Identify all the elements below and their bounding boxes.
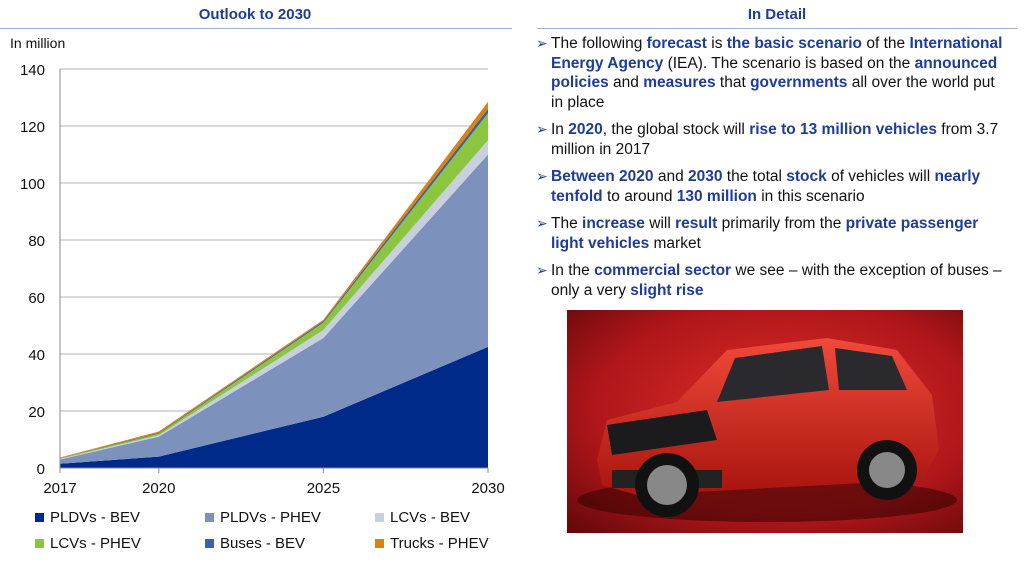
y-tick-label: 20: [28, 404, 45, 421]
bullet-text: that: [715, 74, 751, 91]
legend-swatch: [375, 513, 384, 522]
legend-item: Buses - BEV: [205, 535, 305, 552]
bullet-text: primarily from the: [717, 215, 846, 232]
y-tick-label: 140: [20, 62, 45, 79]
bullet-text: will: [644, 215, 676, 232]
detail-bullets: ➢ The following forecast is the basic sce…: [536, 34, 1006, 308]
legend-swatch: [205, 539, 214, 548]
legend-item: LCVs - PHEV: [35, 535, 141, 552]
chart-title: Outlook to 2030: [198, 6, 312, 23]
legend-swatch: [205, 513, 214, 522]
arrowhead-icon: ➢: [536, 262, 548, 278]
highlight-text: Between 2020: [551, 168, 654, 185]
bullet-item: ➢ In the commercial sector we see – with…: [536, 261, 1006, 300]
bullet-text: all over the world put in place: [551, 74, 995, 111]
legend-item: PLDVs - PHEV: [205, 509, 321, 526]
highlight-text: slight rise: [630, 281, 704, 299]
legend-label: LCVs - PHEV: [50, 535, 141, 552]
bullet-text: the total: [722, 168, 787, 185]
highlight-text: rise to 13 million vehicles: [749, 121, 937, 138]
bullet-text: from 3.7 million in 2017: [551, 121, 999, 158]
bullet-item: ➢ The following forecast is the basic sce…: [536, 34, 1006, 112]
legend-item: PLDVs - BEV: [35, 509, 140, 526]
legend-item: LCVs - BEV: [375, 509, 470, 526]
highlight-text: announced policies: [551, 54, 998, 92]
bullet-text: and: [653, 168, 689, 185]
y-tick-label: 80: [28, 233, 45, 250]
y-tick-label: 40: [28, 347, 45, 364]
legend-swatch: [35, 513, 44, 522]
highlight-text: result: [675, 215, 718, 232]
divider: [0, 28, 512, 29]
car-image: [567, 310, 963, 533]
bullet-text: in this scenario: [756, 187, 865, 205]
bullet-item: ➢ Between 2020 and 2030 the total stock o…: [536, 167, 1006, 206]
legend-swatch: [375, 539, 384, 548]
bullet-text: is: [706, 35, 727, 52]
y-tick-label: 60: [28, 290, 45, 307]
y-tick-label: 0: [37, 461, 45, 478]
legend-label: Buses - BEV: [220, 535, 306, 552]
highlight-text: increase: [582, 215, 645, 232]
bullet-text: of vehicles will: [826, 168, 935, 185]
legend-label: PLDVs - PHEV: [220, 509, 321, 526]
bullet-text: of the: [862, 35, 910, 52]
legend-label: LCVs - BEV: [390, 509, 471, 526]
highlight-text: governments: [750, 74, 848, 91]
y-tick-label: 100: [20, 176, 45, 193]
highlight-text: measures: [643, 74, 716, 91]
bullet-text: (IEA). The scenario is based on the: [663, 54, 915, 72]
highlight-text: private passenger light vehicles: [551, 215, 979, 252]
legend-swatch: [35, 539, 44, 548]
highlight-text: 130 million: [676, 187, 757, 205]
highlight-text: commercial sector: [594, 262, 732, 279]
legend-label: Trucks - PHEV: [390, 535, 489, 552]
legend-item: Trucks - PHEV: [375, 535, 489, 552]
highlight-text: nearly tenfold: [551, 168, 981, 205]
x-tick-label: 2030: [471, 480, 504, 497]
bullet-text: The: [551, 215, 583, 232]
area-pldvs-phev: [60, 154, 488, 464]
bullet-text: The following: [551, 35, 647, 52]
bullet-text: In: [551, 121, 569, 138]
divider: [537, 28, 1017, 29]
bullet-text: In the: [551, 262, 595, 279]
bullet-item: ➢ The increase will result primarily from…: [536, 214, 1006, 253]
bullet-item: ➢ In 2020, the global stock will rise to …: [536, 120, 1006, 159]
bullet-text: to around: [602, 187, 677, 205]
highlight-text: International Energy Agency: [551, 35, 1003, 72]
bullet-text: market: [649, 234, 701, 252]
arrowhead-icon: ➢: [536, 121, 548, 137]
x-tick-label: 2025: [307, 480, 340, 497]
stacked-area-chart: In million 0 20 40 60 80 100 120 140 2017 2020 2025…: [10, 35, 505, 497]
arrowhead-icon: ➢: [536, 35, 548, 51]
arrowhead-icon: ➢: [536, 168, 548, 184]
highlight-text: 2020: [568, 121, 603, 138]
area-pldvs-bev: [60, 346, 488, 468]
bullet-text: and: [608, 74, 644, 91]
arrowhead-icon: ➢: [536, 215, 548, 231]
y-tick-label: 120: [20, 119, 45, 136]
x-tick-label: 2017: [43, 480, 76, 497]
highlight-text: the basic scenario: [726, 35, 863, 52]
bullet-text: we see – with the exception of buses – o…: [551, 262, 1002, 299]
bullet-text: , the global stock will: [602, 121, 750, 138]
y-axis-label: In million: [10, 35, 65, 51]
highlight-text: forecast: [646, 35, 707, 52]
highlight-text: 2030: [688, 168, 723, 185]
x-tick-label: 2020: [142, 480, 175, 497]
legend-label: PLDVs - BEV: [50, 509, 141, 526]
detail-title: In Detail: [747, 6, 807, 23]
highlight-text: stock: [786, 168, 827, 185]
